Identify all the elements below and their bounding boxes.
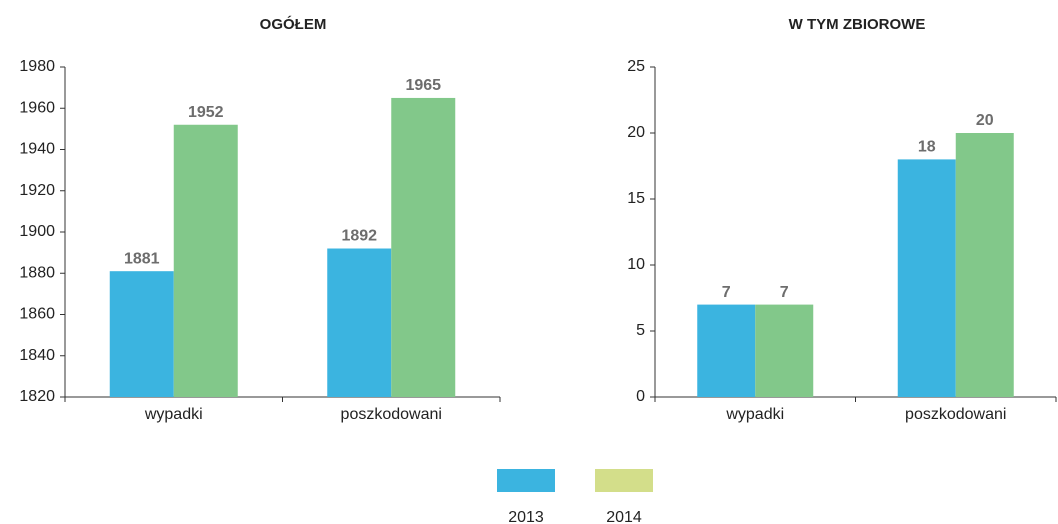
legend-swatch (595, 469, 653, 492)
value-label: 1965 (405, 77, 441, 94)
y-tick-label: 20 (627, 124, 645, 141)
bar (955, 133, 1014, 397)
y-tick-label: 1880 (19, 264, 55, 281)
bar (755, 304, 814, 397)
y-tick-label: 10 (627, 256, 645, 273)
legend-swatch (497, 469, 555, 492)
bar (697, 304, 756, 397)
value-label: 1952 (188, 104, 224, 121)
x-tick-label: poszkodowani (341, 406, 442, 423)
y-tick-label: 1960 (19, 99, 55, 116)
bar (327, 248, 392, 397)
legend-label: 2013 (508, 509, 544, 524)
value-label: 1892 (341, 228, 377, 245)
bar (109, 271, 174, 397)
x-tick-label: wypadki (144, 406, 203, 423)
bar (897, 159, 956, 397)
chart-title: W TYM ZBIOROWE (789, 16, 926, 33)
x-tick-label: poszkodowani (905, 406, 1006, 423)
value-label: 7 (722, 284, 731, 301)
value-label: 18 (918, 139, 936, 156)
y-tick-label: 1900 (19, 223, 55, 240)
bar (391, 97, 456, 397)
bar (173, 124, 238, 397)
y-tick-label: 1980 (19, 58, 55, 75)
y-tick-label: 1920 (19, 182, 55, 199)
x-tick-label: wypadki (725, 406, 784, 423)
y-tick-label: 0 (636, 388, 645, 405)
chart-title: OGÓŁEM (260, 15, 327, 33)
value-label: 7 (780, 284, 789, 301)
value-label: 20 (976, 112, 994, 129)
y-tick-label: 1820 (19, 388, 55, 405)
y-tick-label: 1940 (19, 141, 55, 158)
y-tick-label: 1840 (19, 347, 55, 364)
y-tick-label: 5 (636, 322, 645, 339)
y-tick-label: 1860 (19, 306, 55, 323)
legend-label: 2014 (606, 509, 642, 524)
y-tick-label: 25 (627, 58, 645, 75)
y-tick-label: 15 (627, 190, 645, 207)
value-label: 1881 (124, 250, 160, 267)
